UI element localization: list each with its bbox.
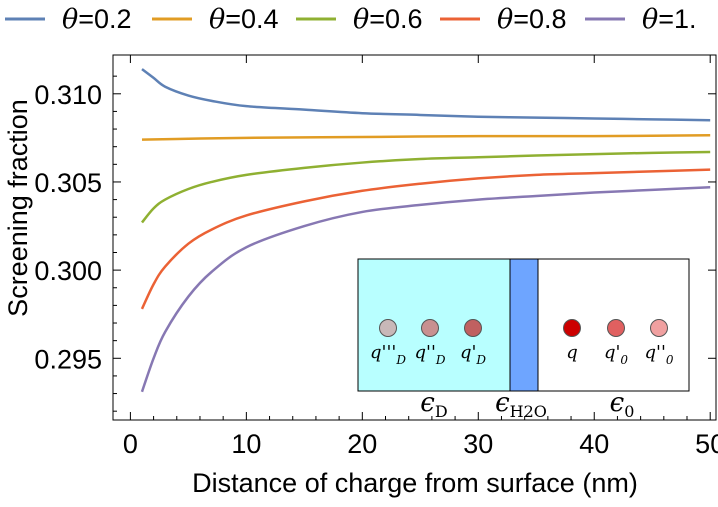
image-charge-dielectric: [464, 319, 482, 337]
series-line-4: [140, 168, 711, 310]
epsilon-label: ϵD: [420, 388, 447, 421]
legend-label: θ=0.6: [353, 4, 423, 35]
source-charge: [563, 319, 581, 337]
series-layer: [140, 68, 711, 393]
legend-label: θ=0.4: [209, 4, 279, 35]
series-line-2: [141, 133, 711, 141]
x-tick-label: 10: [231, 429, 261, 459]
inset-charges: q'''D q''D q'D q q'0 q''0: [370, 319, 674, 367]
y-tick-label: 0.295: [34, 344, 102, 374]
y-tick-label: 0.310: [34, 80, 102, 110]
x-axis-title: Distance of charge from surface (nm): [192, 468, 638, 498]
legend-label: θ=0.2: [62, 4, 132, 35]
plot-frame: [112, 54, 717, 421]
epsilon-label: ϵ0: [610, 388, 635, 421]
y-tick-label: 0.305: [34, 168, 102, 198]
x-tick-label: 40: [579, 429, 609, 459]
y-axis-title: Screening fraction: [3, 99, 33, 317]
x-tick-label: 20: [347, 429, 377, 459]
image-charge-dielectric: [379, 319, 397, 337]
legend-item-3: θ=0.6: [296, 4, 423, 35]
charge-label: q: [566, 342, 578, 363]
image-charge-dielectric: [421, 319, 439, 337]
y-tick-label: 0.300: [34, 256, 102, 286]
inset-epsilon-labels: ϵD ϵH2O ϵ0: [420, 388, 634, 421]
series-line-5: [140, 186, 711, 393]
legend: θ=0.2 θ=0.4 θ=0.6 θ=0.8 θ=1.: [5, 4, 697, 35]
image-charge-vacuum: [607, 319, 625, 337]
image-charge-vacuum: [650, 319, 668, 337]
legend-label: θ=0.8: [497, 4, 567, 35]
charge-label: q'0: [604, 342, 628, 367]
inset-water-layer: [509, 258, 539, 392]
legend-item-5: θ=1.: [585, 4, 697, 35]
inset-diagram: q'''D q''D q'D q q'0 q''0 ϵD ϵH2O ϵ0: [357, 258, 690, 421]
x-tick-label: 0: [123, 429, 138, 459]
charge-label: q''0: [644, 342, 673, 367]
legend-item-1: θ=0.2: [5, 4, 132, 35]
y-axis: 0.295 0.300 0.305 0.310: [34, 75, 716, 412]
charge-label: q'''D: [370, 342, 406, 367]
x-tick-label: 50: [695, 429, 718, 459]
epsilon-label: ϵH2O: [495, 388, 547, 421]
legend-label: θ=1.: [642, 4, 697, 35]
charge-label: q'D: [460, 342, 486, 367]
legend-item-4: θ=0.8: [440, 4, 567, 35]
legend-item-2: θ=0.4: [152, 4, 279, 35]
x-tick-label: 30: [463, 429, 493, 459]
x-axis: 0 10 20 30 40 50: [123, 55, 718, 459]
series-line-1: [141, 68, 711, 122]
charge-label: q''D: [414, 342, 445, 367]
series-line-3: [141, 150, 711, 224]
